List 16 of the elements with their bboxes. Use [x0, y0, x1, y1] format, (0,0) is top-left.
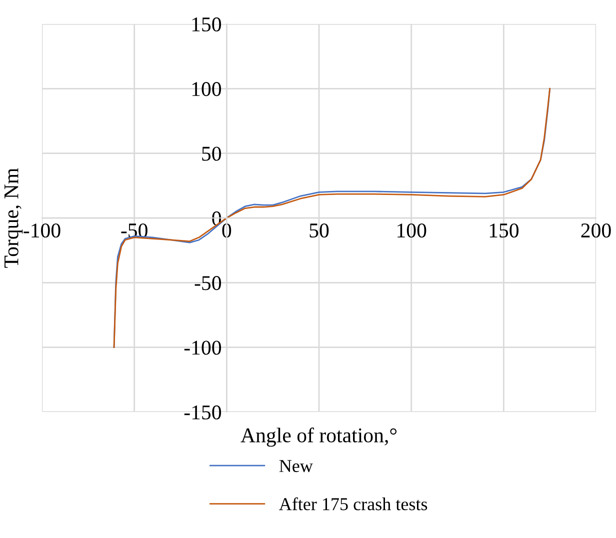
x-tick-label: 150	[490, 223, 518, 238]
y-tick-label: -150	[184, 405, 222, 420]
y-axis-title: Torque, Nm	[4, 168, 23, 268]
legend-label: New	[279, 460, 313, 472]
y-tick-label: -50	[194, 276, 222, 290]
x-tick-label: 100	[398, 223, 426, 238]
y-tick-label: 50	[202, 146, 222, 161]
y-tick-label: 150	[192, 17, 222, 32]
x-tick-label: 50	[310, 223, 329, 238]
x-tick-label: 200	[581, 223, 611, 238]
y-tick-label: -100	[184, 340, 222, 355]
legend-label: After 175 crash tests	[279, 497, 428, 510]
x-axis-title: Angle of rotation,°	[240, 428, 396, 447]
y-tick-label: 100	[192, 82, 222, 96]
x-tick-label: -100	[24, 223, 60, 238]
x-tick-label: 0	[222, 223, 232, 238]
